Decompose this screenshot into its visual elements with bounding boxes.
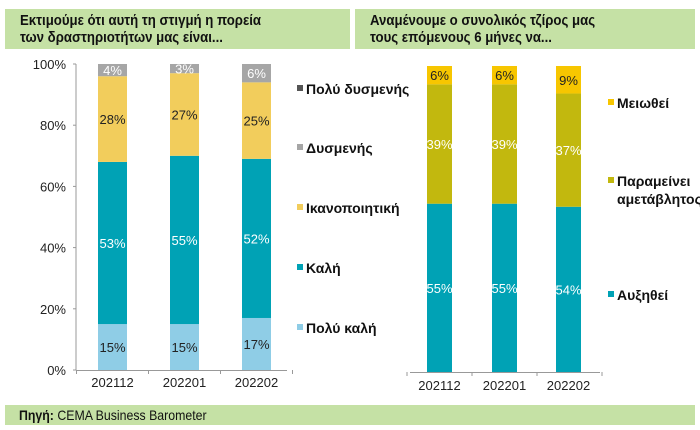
bar-segment bbox=[98, 64, 127, 77]
x-category-label: 202112 bbox=[91, 375, 133, 390]
data-label: 27% bbox=[171, 107, 197, 122]
data-label: 17% bbox=[243, 337, 269, 352]
legend-swatch bbox=[297, 264, 303, 270]
y-tick-label: 40% bbox=[40, 241, 66, 256]
data-label: 55% bbox=[171, 233, 197, 248]
bar-segment bbox=[427, 203, 452, 372]
data-label: 39% bbox=[426, 137, 452, 152]
y-tick-label: 0% bbox=[47, 363, 66, 378]
bar-segment bbox=[170, 64, 199, 74]
bar-segment bbox=[492, 84, 517, 204]
bar-segment bbox=[492, 203, 517, 372]
data-label: 55% bbox=[426, 281, 452, 296]
legend-label: αμετάβλητος bbox=[617, 191, 700, 207]
x-category-label: 202202 bbox=[547, 378, 590, 393]
x-category-label: 202202 bbox=[235, 375, 278, 390]
source-footer: Πηγή: CEMA Business Barometer bbox=[5, 405, 695, 425]
data-label: 3% bbox=[175, 62, 194, 77]
y-tick-label: 100% bbox=[33, 57, 67, 72]
data-label: 54% bbox=[555, 282, 581, 297]
bar-segment bbox=[427, 66, 452, 85]
legend-label: Πολύ καλή bbox=[306, 320, 377, 336]
data-label: 6% bbox=[495, 68, 514, 83]
bar-segment bbox=[98, 161, 127, 325]
left-title-line-1: Εκτιμούμε ότι αυτή τη στιγμή η πορεία bbox=[20, 12, 262, 29]
bar-segment bbox=[556, 206, 581, 372]
bar-segment bbox=[98, 324, 127, 370]
legend-label: Δυσμενής bbox=[306, 140, 373, 156]
legend-swatch bbox=[608, 177, 614, 183]
x-category-label: 202201 bbox=[163, 375, 206, 390]
bar-segment bbox=[427, 84, 452, 204]
x-category-label: 202201 bbox=[483, 378, 526, 393]
bar-segment bbox=[492, 66, 517, 85]
bar-segment bbox=[242, 82, 271, 159]
data-label: 4% bbox=[103, 63, 122, 78]
legend-label: Πολύ δυσμενής bbox=[306, 81, 409, 97]
x-category-label: 202112 bbox=[418, 378, 460, 393]
right-title-line-2: τους επόμενους 6 μήνες να... bbox=[370, 29, 552, 46]
y-tick-label: 20% bbox=[40, 302, 66, 317]
legend-swatch bbox=[297, 324, 303, 330]
legend-label: Ικανοποιητική bbox=[306, 200, 400, 216]
data-label: 52% bbox=[243, 231, 269, 246]
legend-label: Αυξηθεί bbox=[617, 287, 668, 303]
y-tick-label: 60% bbox=[40, 179, 66, 194]
legend-label: Καλή bbox=[306, 260, 341, 276]
data-label: 15% bbox=[171, 340, 197, 355]
bar-segment bbox=[556, 93, 581, 207]
data-label: 6% bbox=[430, 68, 449, 83]
bar-segment bbox=[242, 64, 271, 83]
legend-swatch bbox=[608, 291, 614, 297]
bar-segment bbox=[98, 76, 127, 162]
right-title-line-1: Αναμένουμε ο συνολικός τζίρος μας bbox=[370, 12, 596, 29]
bar-segment bbox=[242, 317, 271, 370]
data-label: 28% bbox=[99, 112, 125, 127]
data-label: 37% bbox=[555, 143, 581, 158]
data-label: 9% bbox=[559, 73, 578, 88]
right-chart-title: Αναμένουμε ο συνολικός τζίρος μας τους ε… bbox=[355, 9, 695, 49]
legend-swatch bbox=[297, 85, 303, 91]
data-label: 53% bbox=[99, 236, 125, 251]
left-title-line-2: των δραστηριοτήτων μας είναι... bbox=[20, 29, 223, 46]
legend-swatch bbox=[297, 204, 303, 210]
data-label: 15% bbox=[99, 340, 125, 355]
data-label: 6% bbox=[247, 66, 266, 81]
bar-segment bbox=[170, 324, 199, 370]
legend-swatch bbox=[297, 144, 303, 150]
bar-segment bbox=[170, 155, 199, 325]
bar-segment bbox=[242, 158, 271, 318]
source-name: CEMA Business Barometer bbox=[57, 407, 207, 423]
legend-swatch bbox=[608, 99, 614, 105]
y-tick-label: 80% bbox=[40, 118, 66, 133]
legend-label: Παραμείνει bbox=[617, 173, 691, 189]
bar-segment bbox=[170, 73, 199, 156]
data-label: 39% bbox=[491, 137, 517, 152]
bar-segment bbox=[556, 66, 581, 94]
data-label: 25% bbox=[243, 114, 269, 129]
legend-label: Μειωθεί bbox=[617, 95, 669, 111]
left-chart-title: Εκτιμούμε ότι αυτή τη στιγμή η πορεία τω… bbox=[5, 9, 350, 49]
data-label: 55% bbox=[491, 281, 517, 296]
source-label: Πηγή: bbox=[19, 407, 54, 423]
